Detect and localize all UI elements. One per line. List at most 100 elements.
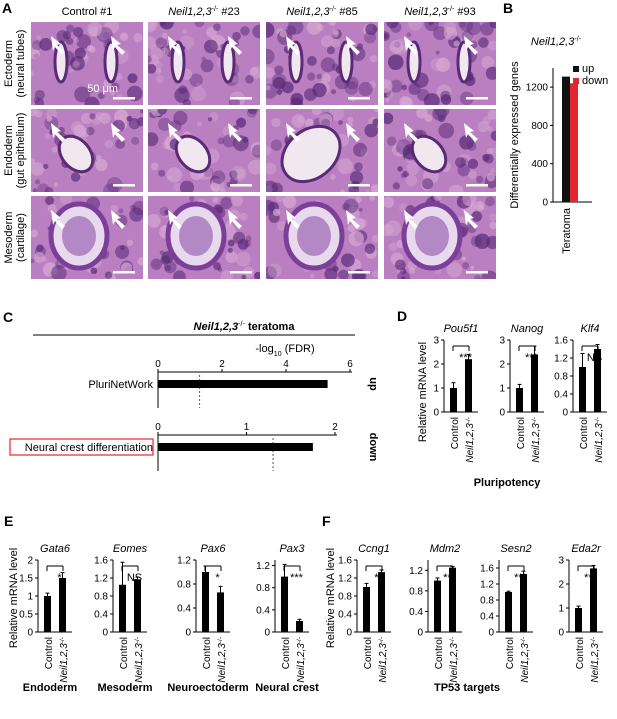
cell-nucleus <box>348 231 364 247</box>
cell-nucleus <box>131 136 140 145</box>
arrow-icon <box>51 36 65 55</box>
cell-nucleus <box>266 84 271 91</box>
cell-nucleus <box>97 92 105 99</box>
cell-nucleus <box>127 73 138 84</box>
scale-bar <box>230 271 252 274</box>
cell-nucleus <box>148 36 156 49</box>
cell-nucleus <box>206 26 217 38</box>
cell-nucleus <box>321 73 331 83</box>
cell-nucleus <box>462 262 470 270</box>
cell-nucleus <box>179 180 195 192</box>
cell-nucleus <box>140 109 143 114</box>
cell-nucleus <box>84 96 100 105</box>
cell-nucleus <box>266 22 275 38</box>
cell-nucleus <box>173 270 186 279</box>
cell-nucleus <box>481 55 494 69</box>
cell-nucleus <box>35 179 41 185</box>
cell-nucleus <box>31 70 35 77</box>
cell-nucleus <box>119 32 129 42</box>
panel-f-letter: F <box>322 513 331 529</box>
cell-nucleus <box>482 154 490 162</box>
y-tick-label: 0 <box>433 408 439 419</box>
panel-e-chart: E Relative mRNA level 0 0.5 1 1.5 2 * Gata6 Contr… <box>4 513 319 694</box>
x-tick-label: 0 <box>155 359 161 370</box>
scale-bar <box>348 271 370 274</box>
cell-nucleus <box>129 207 143 222</box>
gene-label: Ccng1 <box>358 543 390 555</box>
cell-nucleus <box>480 22 494 36</box>
cell-nucleus <box>133 33 143 43</box>
cell-nucleus <box>240 26 250 36</box>
cell-nucleus <box>385 97 390 102</box>
cell-nucleus <box>148 213 161 228</box>
bar-Eomes-0 <box>119 584 126 632</box>
y-tick-label: 0 <box>558 628 564 639</box>
cell-nucleus <box>482 116 491 125</box>
chart-title: Neil1,2,3-/- <box>531 35 582 48</box>
panel-e-letter: E <box>4 513 13 529</box>
cell-nucleus <box>343 198 359 214</box>
cell-nucleus <box>72 60 80 68</box>
cell-nucleus <box>423 93 440 105</box>
cell-nucleus <box>326 46 336 55</box>
category-label-0: Control <box>450 417 461 449</box>
y-tick-label: 0 <box>488 628 494 639</box>
cell-nucleus <box>401 276 406 279</box>
cell-nucleus <box>53 182 59 187</box>
category-label-1: Neil1,2,3-/- <box>296 637 308 683</box>
cell-nucleus <box>241 274 247 279</box>
cell-nucleus <box>148 22 158 32</box>
cartilage-core <box>179 216 213 256</box>
y-tick-label: 0 <box>417 628 423 639</box>
bar-Nanog-0 <box>516 388 523 412</box>
cell-nucleus <box>239 212 248 221</box>
legend-label-down: down <box>582 75 608 87</box>
bar-Gata6-1 <box>59 578 66 632</box>
gene-label: Pax3 <box>279 543 305 555</box>
cell-nucleus <box>290 97 303 105</box>
arrow-icon <box>228 36 242 55</box>
cell-nucleus <box>489 221 496 230</box>
x-tick-label: 2 <box>332 422 338 433</box>
y-tick-label: 0.4 <box>338 610 352 621</box>
y-axis-label: Relative mRNA level <box>8 548 20 648</box>
cell-nucleus <box>266 146 272 156</box>
cell-nucleus <box>244 239 252 247</box>
cell-nucleus <box>163 260 177 274</box>
category-label-0: Control <box>505 637 516 669</box>
cell-nucleus <box>66 24 75 33</box>
y-tick-label: 1 <box>433 384 439 395</box>
column-header-2: Neil1,2,3-/- #85 <box>286 5 358 18</box>
cell-nucleus <box>189 73 203 87</box>
cell-nucleus <box>95 111 105 121</box>
y-tick-label: 1.2 <box>480 580 494 591</box>
cell-nucleus <box>266 162 277 175</box>
cell-nucleus <box>389 40 404 54</box>
cell-nucleus <box>34 98 45 105</box>
cell-nucleus <box>384 196 394 208</box>
cell-nucleus <box>487 109 496 120</box>
cell-nucleus <box>440 94 452 105</box>
panel-a-letter: A <box>2 0 12 16</box>
gene-label: Eda2r <box>571 543 602 555</box>
cell-nucleus <box>443 26 458 40</box>
cell-nucleus <box>358 81 373 97</box>
column-header-3: Neil1,2,3-/- #93 <box>404 5 476 18</box>
category-label-1: Neil1,2,3-/- <box>594 417 606 463</box>
cell-nucleus <box>137 257 143 266</box>
gene-label: Pax6 <box>200 543 226 555</box>
cell-nucleus <box>344 81 359 95</box>
cell-nucleus <box>228 239 235 247</box>
significance-label: * <box>215 572 220 584</box>
cell-nucleus <box>316 73 323 80</box>
y-tick-label: 0.4 <box>94 610 108 621</box>
cell-nucleus <box>115 244 130 259</box>
row-sublabel-2: (cartilage) <box>15 213 27 262</box>
arrow-icon <box>404 123 418 142</box>
cell-nucleus <box>157 109 168 115</box>
term-label-down: Neural crest differentiation <box>25 442 153 454</box>
y-tick-label: 0 <box>346 628 352 639</box>
bar-up <box>562 76 570 202</box>
significance-label: * <box>57 572 62 584</box>
y-tick-label: 0.4 <box>480 612 494 623</box>
